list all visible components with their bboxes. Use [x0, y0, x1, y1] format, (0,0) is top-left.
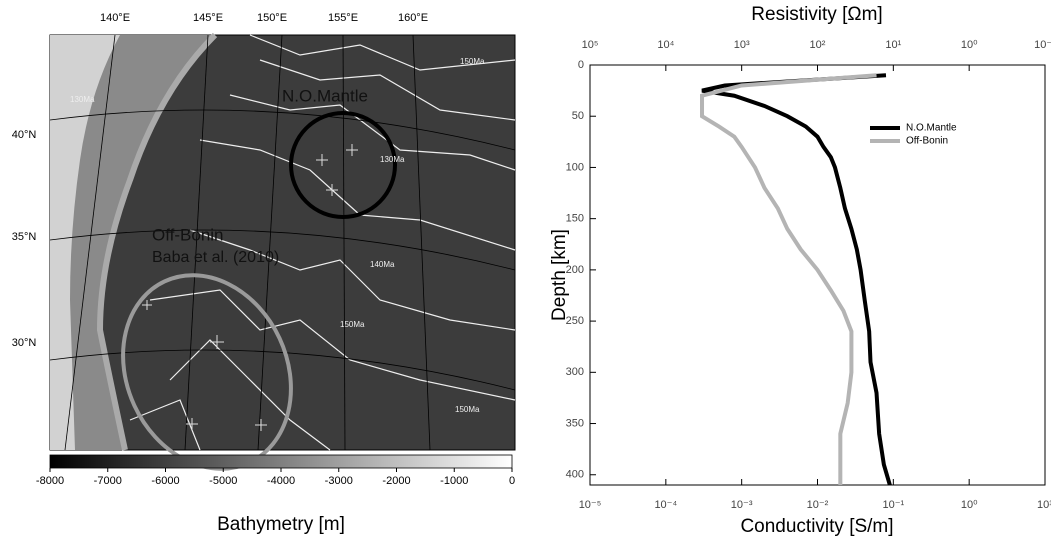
series-line — [702, 75, 876, 485]
colorbar-tick-label: -7000 — [94, 475, 122, 487]
lat-label: 35°N — [12, 231, 37, 243]
colorbar-tick-label: -2000 — [382, 475, 410, 487]
y-tick-label: 100 — [566, 161, 584, 173]
x2-tick-label: 10⁰ — [961, 39, 978, 51]
x-tick-label: 10⁻⁴ — [654, 499, 677, 511]
colorbar-tick-label: -8000 — [36, 475, 64, 487]
lon-label: 140°E — [100, 12, 130, 24]
map-lon-ticks: 140°E 145°E 150°E 155°E 160°E — [100, 12, 428, 24]
x2-tick-label: 10⁴ — [657, 39, 674, 51]
contour-label: 130Ma — [380, 155, 405, 164]
x-tick-label: 10⁻¹ — [882, 499, 904, 511]
figure: 140°E 145°E 150°E 155°E 160°E 40°N 35°N … — [0, 0, 1051, 543]
series-line — [702, 75, 890, 485]
lon-label: 160°E — [398, 12, 428, 24]
x-tick-label: 10⁻³ — [731, 499, 753, 511]
x2-tick-label: 10⁻¹ — [1034, 39, 1051, 51]
y-tick-label: 150 — [566, 213, 584, 225]
top-axis-title: Resistivity [Ωm] — [751, 4, 882, 25]
map-annotation: Off-Bonin — [152, 225, 224, 244]
map-annotation: Baba et al. (2010) — [152, 249, 279, 266]
x-tick-label: 10⁻² — [807, 499, 829, 511]
colorbar — [50, 455, 512, 468]
x2-tick-label: 10⁵ — [582, 39, 599, 51]
y-tick-label: 400 — [566, 469, 584, 481]
plot-frame — [590, 65, 1045, 485]
x-axis-title: Conductivity [S/m] — [740, 516, 893, 537]
contour-label: 150Ma — [340, 320, 365, 329]
colorbar-tick-label: -1000 — [440, 475, 468, 487]
x2-tick-label: 10³ — [734, 39, 750, 51]
x-tick-label: 10⁰ — [961, 499, 978, 511]
legend-label: Off-Bonin — [906, 136, 948, 147]
lat-label: 30°N — [12, 337, 37, 349]
lat-label: 40°N — [12, 129, 37, 141]
y-tick-label: 250 — [566, 315, 584, 327]
colorbar-tick-label: -5000 — [209, 475, 237, 487]
lon-label: 150°E — [257, 12, 287, 24]
y-tick-label: 0 — [578, 59, 584, 71]
x2-tick-label: 10² — [810, 39, 826, 51]
colorbar-tick-label: -6000 — [151, 475, 179, 487]
y-tick-label: 350 — [566, 417, 584, 429]
contour-label: 130Ma — [70, 95, 95, 104]
x-tick-label: 10⁻⁵ — [579, 499, 602, 511]
lon-label: 155°E — [328, 12, 358, 24]
y-tick-label: 300 — [566, 366, 584, 378]
map-lat-ticks: 40°N 35°N 30°N — [12, 129, 37, 349]
x-tick-label: 10¹ — [1037, 499, 1051, 511]
colorbar-tick-label: 0 — [509, 475, 515, 487]
y-tick-label: 50 — [572, 110, 584, 122]
colorbar-tick-label: -3000 — [325, 475, 353, 487]
x2-tick-label: 10¹ — [885, 39, 901, 51]
contour-label: 140Ma — [370, 260, 395, 269]
map-annotation: N.O.Mantle — [282, 86, 368, 105]
colorbar-tick-label: -4000 — [267, 475, 295, 487]
lon-label: 145°E — [193, 12, 223, 24]
contour-label: 150Ma — [460, 57, 485, 66]
y-tick-label: 200 — [566, 264, 584, 276]
legend-label: N.O.Mantle — [906, 123, 957, 134]
colorbar-label: Bathymetry [m] — [217, 514, 345, 535]
contour-label: 150Ma — [455, 405, 480, 414]
